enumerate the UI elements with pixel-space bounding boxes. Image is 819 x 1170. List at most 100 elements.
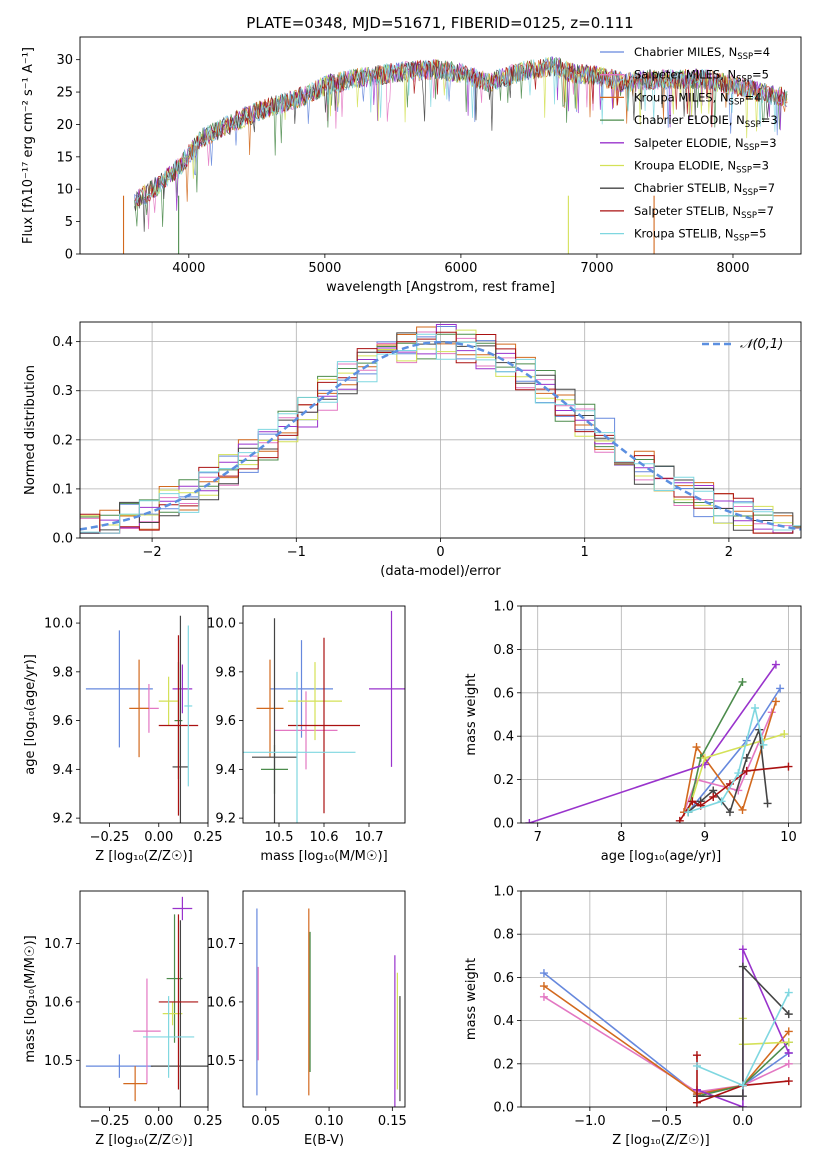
histogram-bars	[80, 329, 801, 538]
series-point	[771, 697, 780, 706]
legend-tail: =7	[758, 181, 775, 195]
series-line	[543, 985, 790, 1095]
series-line	[683, 711, 773, 813]
legend: Chabrier MILES, NSSP=4 Salpeter MILES, NS…	[600, 45, 778, 244]
axes-frame	[242, 605, 406, 824]
legend-label: Kroupa STELIB, N	[634, 227, 734, 241]
y-axis-label: Normed distribution	[23, 365, 38, 495]
x-tick-label: 4000	[172, 261, 205, 276]
y-tick-label: 10.5	[44, 1054, 73, 1069]
legend-tail: =4	[744, 90, 761, 104]
series-point	[738, 962, 747, 971]
histogram-bars	[80, 333, 801, 538]
panel-age_vs_mass: 10.5 10.6 10.7 9.2 9.4 9.6 9.8 10.0 mass [log₁₀(…	[207, 605, 406, 864]
y-tick-label: 0	[65, 248, 73, 263]
y-tick-label: 10.5	[207, 1054, 236, 1069]
x-axis-label: Z [log₁₀(Z/Z☉)]	[612, 1133, 709, 1148]
series-point	[539, 969, 548, 978]
x-axis-label: (data-model)/error	[380, 564, 501, 579]
legend-subscript: SSP	[742, 188, 758, 198]
x-tick-label: 0.25	[194, 1114, 223, 1129]
panel-weight_vs_age: 7 8 9 10 0.0 0.2 0.4 0.6 0.8 1.0 age [log₁₀(age/yr…	[464, 600, 802, 864]
axes-frame	[79, 605, 209, 824]
legend-label: Salpeter ELODIE, N	[634, 136, 744, 150]
panel-mass_vs_Z: −0.25 0.00 0.25 10.5 10.6 10.7 Z [log₁₀(Z/Z☉)]…	[23, 890, 223, 1148]
series-point	[784, 1049, 793, 1057]
legend-entry: Salpeter ELODIE, NSSP=3	[634, 136, 777, 153]
y-tick-label: 9.2	[52, 812, 73, 827]
x-tick-label: −0.25	[90, 1114, 130, 1129]
legend-subscript: SSP	[734, 234, 750, 244]
series-line	[543, 996, 790, 1093]
histogram-bars	[80, 332, 801, 538]
x-tick-label: 10.5	[265, 830, 294, 845]
plot-area	[122, 56, 788, 254]
x-tick-label: 0.00	[144, 830, 173, 845]
histogram-bars	[80, 331, 801, 538]
y-tick-label: 10.0	[207, 617, 236, 632]
x-axis-label: age [log₁₀(age/yr)]	[601, 849, 722, 864]
series-point	[738, 677, 747, 686]
axes-frame	[79, 890, 209, 1108]
series-point	[784, 1038, 793, 1047]
legend-entry: Salpeter MILES, NSSP=5	[634, 68, 769, 85]
x-tick-label: 8000	[716, 261, 749, 276]
x-axis-label: mass [log₁₀(M/M☉)]	[260, 849, 387, 864]
series-point	[780, 730, 789, 739]
x-tick-label: −1	[287, 545, 306, 560]
legend-tail: =3	[752, 159, 769, 173]
legend-entry: Kroupa ELODIE, NSSP=3	[634, 159, 769, 176]
panel-mass_vs_ebv: 0.05 0.10 0.15 10.5 10.6 10.7 E(B-V)	[207, 890, 407, 1148]
axes-frame	[520, 890, 802, 1108]
legend-subscript: SSP	[744, 143, 760, 153]
legend-label: Salpeter STELIB, N	[634, 204, 741, 218]
series-point	[751, 703, 760, 712]
y-axis-label: mass [log₁₀(M/M☉)]	[23, 935, 38, 1062]
legend-entry: Chabrier ELODIE, NSSP=3	[634, 113, 778, 130]
y-tick-label: 0.2	[493, 773, 514, 788]
series-point	[784, 1059, 793, 1068]
y-tick-label: 0.6	[493, 686, 514, 701]
y-tick-label: 10.0	[44, 617, 73, 632]
x-tick-label: 10.7	[355, 830, 384, 845]
series-line	[683, 701, 777, 813]
y-tick-label: 1.0	[493, 885, 514, 900]
series-point	[784, 988, 793, 997]
plot-area	[243, 610, 405, 823]
series-point	[692, 1051, 701, 1060]
y-axis-label: age [log₁₀(age/yr)]	[23, 654, 38, 775]
y-tick-label: 10.7	[44, 937, 73, 952]
legend-entry: Chabrier MILES, NSSP=4	[634, 45, 770, 62]
series-point	[692, 1098, 701, 1107]
y-tick-label: 0.3	[52, 384, 73, 399]
legend-label: Kroupa ELODIE, N	[634, 159, 736, 173]
y-tick-label: 9.8	[52, 665, 73, 680]
series-point	[688, 797, 697, 806]
legend-subscript: SSP	[736, 75, 752, 85]
x-tick-label: 6000	[444, 261, 477, 276]
series-point	[525, 819, 534, 823]
y-tick-label: 0.0	[493, 1101, 514, 1116]
y-tick-label: 10.6	[207, 995, 236, 1010]
legend-entry: Chabrier STELIB, NSSP=7	[634, 181, 775, 198]
plot-area	[85, 615, 199, 823]
y-tick-label: 0.8	[493, 643, 514, 658]
series-point	[784, 762, 793, 771]
series-point	[709, 792, 718, 801]
legend-subscript: SSP	[737, 52, 753, 62]
legend-tail: =5	[752, 68, 769, 82]
x-tick-label: 7	[534, 830, 542, 845]
y-tick-label: 0.4	[52, 335, 73, 350]
series-point	[700, 753, 709, 762]
axes-frame	[242, 890, 406, 1108]
figure-title: PLATE=0348, MJD=51671, FIBERID=0125, z=0…	[246, 14, 633, 32]
x-axis-label: Z [log₁₀(Z/Z☉)]	[95, 849, 192, 864]
series-point	[738, 1092, 747, 1101]
panels: 4000 5000 6000 7000 8000051015202530waveleng…	[21, 36, 802, 1148]
legend-entry: Kroupa STELIB, NSSP=5	[634, 227, 766, 244]
series-point	[738, 1081, 747, 1090]
y-tick-label: 15	[56, 150, 73, 165]
plot-area	[539, 945, 793, 1107]
x-tick-label: −0.25	[90, 830, 130, 845]
